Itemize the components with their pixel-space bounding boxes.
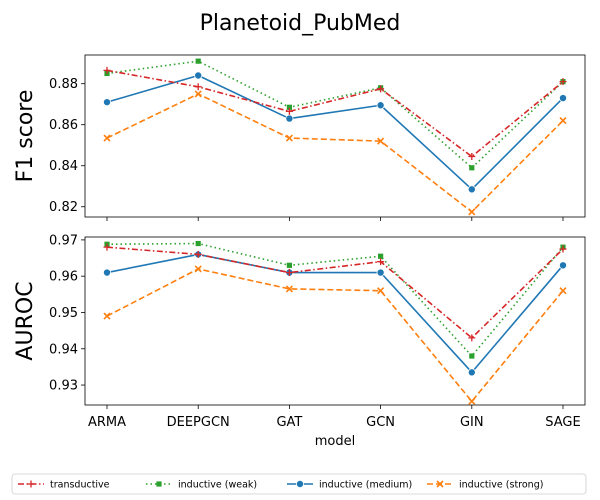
x-tick-label: GIN (460, 415, 484, 430)
f1-score-y-tick-label: 0.82 (49, 200, 78, 215)
auroc-y-tick-label: 0.97 (49, 233, 78, 248)
legend-inductive-strong-label: inductive (strong) (459, 480, 543, 491)
legend-inductive-medium-label: inductive (medium) (319, 480, 412, 491)
auroc-inductive-medium-line (106, 253, 564, 374)
f1-score-transductive-point (377, 85, 385, 93)
auroc-inductive-weak-point (195, 240, 201, 247)
auroc-panel: 0.93 0.94 0.95 0.96 0.97 ARMA DEEPGCN GAT GCN GIN… (13, 233, 586, 430)
legend-transductive-label: transductive (50, 480, 110, 491)
legend-transductive-marker (27, 480, 35, 488)
f1-score-inductive-medium-point (285, 114, 294, 123)
f1-score-transductive-point (468, 153, 476, 161)
auroc-transductive-point (285, 269, 293, 277)
f1-score-inductive-strong-point (194, 90, 202, 98)
auroc-transductive-point (468, 334, 476, 342)
x-tick-label: DEEPGCN (167, 415, 230, 430)
auroc-transductive-line (106, 246, 564, 339)
x-tick-label: ARMA (88, 415, 126, 430)
auroc-inductive-medium-point (376, 268, 385, 277)
legend: transductive inductive (weak) inductive (m… (11, 473, 587, 495)
auroc-inductive-medium-point (103, 268, 112, 277)
legend-inductive-weak-label: inductive (weak) (178, 480, 257, 491)
f1-score-inductive-medium-point (467, 185, 476, 194)
f1-score-inductive-strong-point (468, 208, 476, 216)
auroc-transductive-point (194, 250, 202, 258)
auroc-inductive-weak-line (106, 242, 564, 357)
auroc-inductive-medium-point (467, 368, 476, 377)
auroc-inductive-strong-point (194, 265, 202, 273)
f1-score-y-axis-label: F1 score (13, 90, 38, 183)
f1-score-panel: 0.82 0.84 0.86 0.88 F1 score (13, 54, 586, 221)
f1-score-inductive-medium-point (194, 71, 203, 80)
auroc-transductive-point (377, 258, 385, 266)
f1-score-inductive-strong-point (103, 134, 111, 142)
auroc-transductive-point (559, 245, 567, 253)
f1-score-inductive-strong-point (559, 117, 567, 125)
f1-score-transductive-point (103, 66, 111, 74)
f1-score-y-tick-label: 0.84 (49, 159, 78, 174)
auroc-inductive-strong-point (285, 285, 293, 293)
auroc-y-tick-label: 0.96 (49, 270, 78, 285)
legend-inductive-strong-marker (436, 480, 444, 488)
auroc-inductive-strong-point (559, 287, 567, 295)
auroc-plot-frame (84, 236, 586, 406)
f1-score-transductive-point (285, 107, 293, 115)
f1-score-inductive-medium-line (106, 74, 564, 191)
f1-score-inductive-strong-point (377, 137, 385, 145)
auroc-inductive-strong-line (106, 268, 564, 403)
x-tick-label: GAT (276, 415, 302, 430)
f1-score-inductive-weak-line (106, 60, 564, 169)
legend-inductive-medium-marker (295, 479, 304, 488)
x-tick-label: SAGE (545, 415, 580, 430)
f1-score-transductive-point (194, 83, 202, 91)
legend-inductive-weak-marker (156, 481, 162, 487)
f1-score-inductive-weak-point (469, 165, 475, 171)
auroc-transductive-point (103, 243, 111, 251)
f1-score-inductive-medium-point (103, 98, 112, 107)
auroc-y-tick-label: 0.93 (49, 379, 78, 394)
auroc-y-tick-label: 0.94 (49, 342, 78, 357)
f1-score-inductive-strong-line (106, 93, 564, 213)
f1-score-inductive-weak-point (286, 104, 292, 110)
auroc-inductive-strong-point (103, 312, 111, 320)
auroc-inductive-weak-point (469, 353, 475, 359)
auroc-inductive-strong-point (377, 287, 385, 295)
x-axis-label: model (315, 434, 355, 449)
f1-score-inductive-weak-point (195, 58, 201, 64)
f1-score-inductive-medium-point (376, 101, 385, 110)
auroc-inductive-strong-point (468, 397, 476, 405)
f1-score-transductive-point (559, 78, 567, 86)
f1-score-y-tick-label: 0.86 (49, 118, 78, 133)
auroc-inductive-medium-point (559, 261, 568, 270)
x-tick-label: GCN (366, 415, 395, 430)
auroc-inductive-weak-point (286, 262, 292, 268)
f1-score-y-tick-label: 0.88 (49, 77, 78, 92)
chart-title: Planetoid_PubMed (200, 11, 401, 36)
f1-score-inductive-medium-point (559, 94, 568, 103)
auroc-y-tick-label: 0.95 (49, 306, 78, 321)
f1-score-inductive-strong-point (285, 134, 293, 142)
auroc-y-axis-label: AUROC (13, 281, 38, 360)
f1-score-plot-frame (84, 54, 586, 218)
f1-score-transductive-line (106, 69, 564, 158)
auroc-inductive-weak-point (378, 253, 384, 259)
